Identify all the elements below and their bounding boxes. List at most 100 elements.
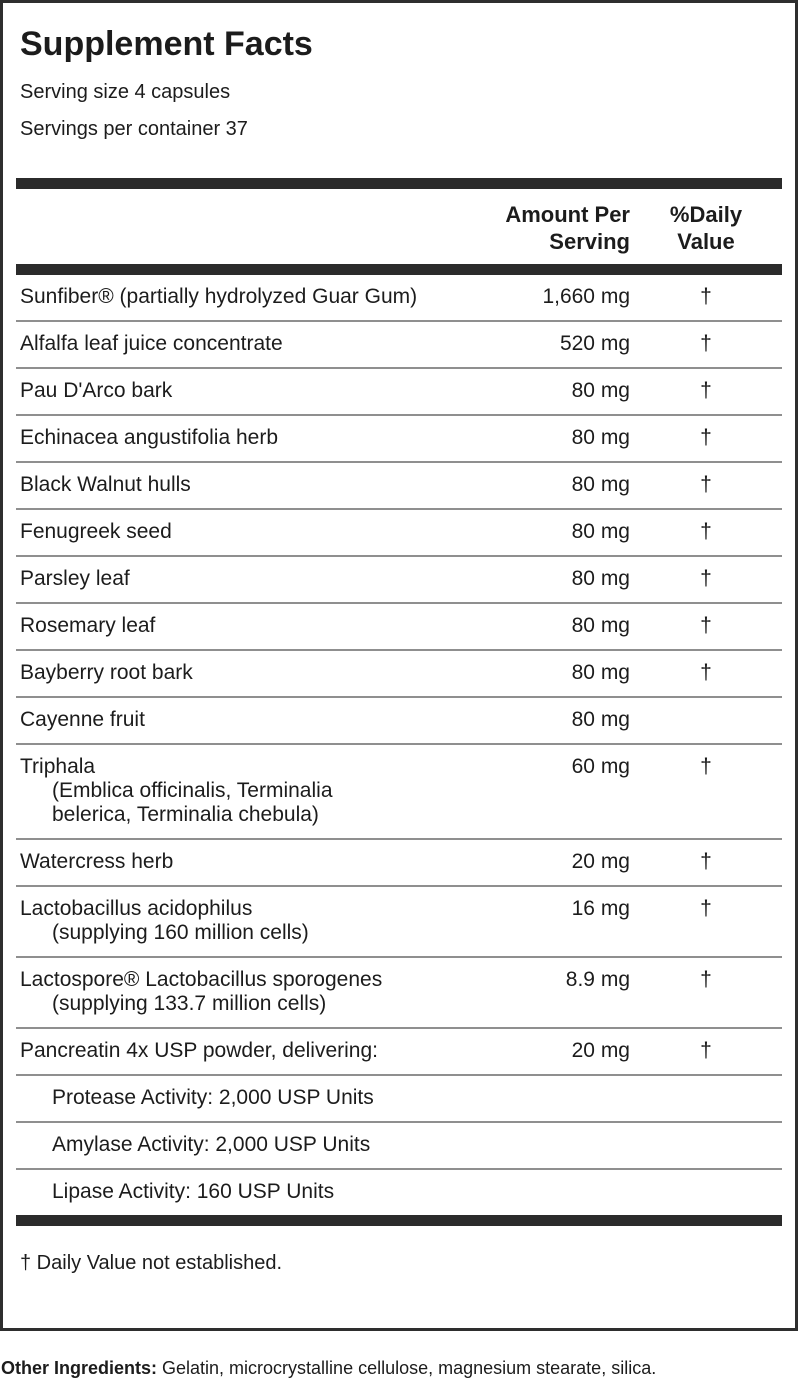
amount-per-serving-value: 80 mg: [571, 614, 630, 637]
ingredient-name: Lactobacillus acidophilus: [20, 897, 253, 920]
other-ingredients-text: Gelatin, microcrystalline cellulose, mag…: [157, 1358, 657, 1378]
daily-value-mark: †: [700, 968, 712, 991]
ingredient-name-cell: Sunfiber® (partially hydrolyzed Guar Gum…: [16, 285, 460, 309]
daily-value-mark: †: [700, 661, 712, 684]
amount-per-serving-value: 80 mg: [571, 708, 630, 731]
ingredient-row: Bayberry root bark 80 mg †: [16, 649, 782, 696]
ingredient-row: Fenugreek seed 80 mg †: [16, 508, 782, 555]
other-ingredients-line: Other Ingredients: Gelatin, microcrystal…: [0, 1331, 800, 1380]
ingredient-name-cell: Triphala (Emblica officinalis, Terminalia…: [16, 755, 460, 827]
ingredient-name-cell: Black Walnut hulls: [16, 473, 460, 497]
ingredient-name: Watercress herb: [20, 850, 174, 873]
amount-per-serving-value: 60 mg: [571, 755, 630, 778]
ingredient-name-cell: Rosemary leaf: [16, 614, 460, 638]
ingredient-name-cell: Parsley leaf: [16, 567, 460, 591]
ingredient-row: Triphala (Emblica officinalis, Terminalia…: [16, 743, 782, 838]
ingredient-row: Alfalfa leaf juice concentrate 520 mg †: [16, 320, 782, 367]
daily-value-mark: †: [700, 332, 712, 355]
daily-value-mark: †: [700, 850, 712, 873]
ingredient-row: Pancreatin 4x USP powder, delivering: 20 …: [16, 1027, 782, 1074]
ingredient-subline: (supplying 160 million cells): [52, 921, 309, 944]
divider-bar-bottom: [16, 1215, 782, 1226]
ingredient-row: Watercress herb 20 mg †: [16, 838, 782, 885]
ingredient-row: Lipase Activity: 160 USP Units: [16, 1168, 782, 1215]
amount-per-serving-value: 1,660 mg: [542, 285, 630, 308]
ingredient-row: Sunfiber® (partially hydrolyzed Guar Gum…: [16, 275, 782, 320]
daily-value-mark: †: [700, 1039, 712, 1062]
ingredient-name: Lipase Activity: 160 USP Units: [52, 1180, 335, 1203]
ingredient-name-cell: Lactobacillus acidophilus (supplying 160 …: [16, 897, 460, 945]
ingredient-row: Rosemary leaf 80 mg †: [16, 602, 782, 649]
ingredient-row: Protease Activity: 2,000 USP Units: [16, 1074, 782, 1121]
ingredient-name: Pancreatin 4x USP powder, delivering:: [20, 1039, 378, 1062]
daily-value-mark: †: [700, 473, 712, 496]
column-header-daily-value: %Daily Value: [669, 202, 743, 254]
table-header-row: Amount Per Serving %Daily Value: [16, 189, 782, 264]
supplement-facts-panel: Supplement Facts Serving size 4 capsules…: [0, 0, 798, 1331]
amount-per-serving-value: 16 mg: [571, 897, 630, 920]
daily-value-mark: †: [700, 614, 712, 637]
amount-per-serving-value: 80 mg: [571, 520, 630, 543]
daily-value-mark: †: [700, 379, 712, 402]
amount-per-serving-value: 80 mg: [571, 567, 630, 590]
divider-bar-header: [16, 264, 782, 275]
ingredient-row: Amylase Activity: 2,000 USP Units: [16, 1121, 782, 1168]
ingredient-name: Bayberry root bark: [20, 661, 193, 684]
serving-size-text: Serving size 4 capsules: [20, 81, 231, 103]
ingredient-name-cell: Lactospore® Lactobacillus sporogenes (sup…: [16, 968, 460, 1016]
daily-value-mark: †: [700, 567, 712, 590]
ingredient-name: Alfalfa leaf juice concentrate: [20, 332, 283, 355]
amount-per-serving-value: 520 mg: [559, 332, 630, 355]
ingredient-name-cell: Pau D'Arco bark: [16, 379, 460, 403]
daily-value-mark: †: [700, 897, 712, 920]
ingredient-row: Lactobacillus acidophilus (supplying 160 …: [16, 885, 782, 956]
ingredient-row: Cayenne fruit 80 mg: [16, 696, 782, 743]
amount-per-serving-value: 80 mg: [571, 426, 630, 449]
ingredient-row: Echinacea angustifolia herb 80 mg †: [16, 414, 782, 461]
ingredient-rows: Sunfiber® (partially hydrolyzed Guar Gum…: [16, 275, 782, 1215]
ingredient-row: Parsley leaf 80 mg †: [16, 555, 782, 602]
ingredient-name: Amylase Activity: 2,000 USP Units: [52, 1133, 371, 1156]
amount-per-serving-value: 80 mg: [571, 473, 630, 496]
ingredient-name-cell: Protease Activity: 2,000 USP Units: [16, 1086, 460, 1110]
other-ingredients-label: Other Ingredients:: [1, 1358, 158, 1378]
ingredient-name: Fenugreek seed: [20, 520, 172, 543]
daily-value-mark: †: [700, 426, 712, 449]
ingredient-row: Pau D'Arco bark 80 mg †: [16, 367, 782, 414]
ingredient-name-cell: Watercress herb: [16, 850, 460, 874]
label-title: Supplement Facts: [20, 25, 313, 63]
ingredient-name-cell: Pancreatin 4x USP powder, delivering:: [16, 1039, 460, 1063]
amount-per-serving-value: 20 mg: [571, 1039, 630, 1062]
amount-per-serving-value: 80 mg: [571, 379, 630, 402]
ingredient-name-cell: Cayenne fruit: [16, 708, 460, 732]
amount-per-serving-value: 8.9 mg: [565, 968, 630, 991]
ingredient-name: Black Walnut hulls: [20, 473, 191, 496]
servings-per-container-text: Servings per container 37: [20, 118, 248, 140]
ingredient-subline: (Emblica officinalis, Terminalia beleric…: [52, 779, 333, 826]
ingredient-name: Sunfiber® (partially hydrolyzed Guar Gum…: [20, 285, 418, 308]
ingredient-name: Rosemary leaf: [20, 614, 156, 637]
daily-value-mark: †: [700, 520, 712, 543]
ingredient-subline: (supplying 133.7 million cells): [52, 992, 327, 1015]
ingredient-name: Cayenne fruit: [20, 708, 145, 731]
ingredient-name: Parsley leaf: [20, 567, 130, 590]
ingredient-name: Protease Activity: 2,000 USP Units: [52, 1086, 374, 1109]
daily-value-mark: †: [700, 755, 712, 778]
ingredient-name: Triphala: [20, 755, 96, 778]
ingredient-name: Pau D'Arco bark: [20, 379, 173, 402]
amount-per-serving-value: 20 mg: [571, 850, 630, 873]
ingredient-name-cell: Alfalfa leaf juice concentrate: [16, 332, 460, 356]
ingredient-name-cell: Fenugreek seed: [16, 520, 460, 544]
daily-value-footnote: † Daily Value not established.: [20, 1252, 283, 1274]
ingredient-name-cell: Bayberry root bark: [16, 661, 460, 685]
ingredient-name: Lactospore® Lactobacillus sporogenes: [20, 968, 383, 991]
amount-per-serving-value: 80 mg: [571, 661, 630, 684]
ingredient-name-cell: Amylase Activity: 2,000 USP Units: [16, 1133, 460, 1157]
ingredient-name: Echinacea angustifolia herb: [20, 426, 279, 449]
ingredient-row: Lactospore® Lactobacillus sporogenes (sup…: [16, 956, 782, 1027]
column-header-amount-per-serving: Amount Per Serving: [505, 202, 630, 254]
daily-value-mark: †: [700, 285, 712, 308]
ingredient-name-cell: Lipase Activity: 160 USP Units: [16, 1180, 460, 1204]
divider-bar-top: [16, 178, 782, 189]
